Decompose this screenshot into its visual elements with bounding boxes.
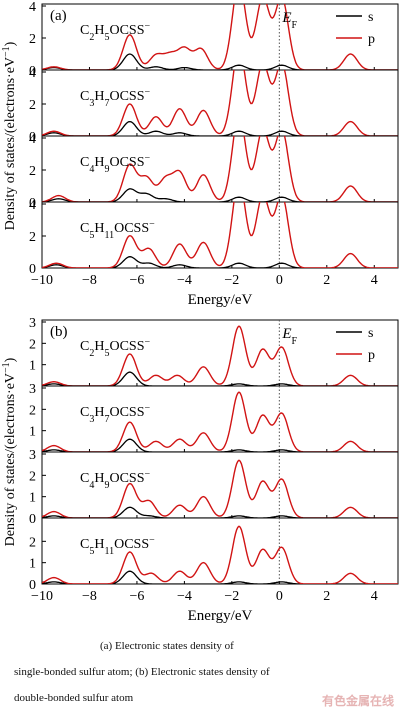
panel-a-ytick-label: 2 [29, 98, 36, 113]
panel-a-xlabel: Energy/eV [188, 292, 253, 308]
panel-a-ytick-label: 0 [29, 196, 36, 211]
panel-b-p-series-line [42, 325, 398, 386]
caption-line-3: double-bonded sulfur atom [14, 692, 134, 704]
panel-a-xtick-label: 0 [276, 273, 283, 288]
panel-a-subplot-label: C4H9OCSS− [80, 153, 151, 175]
panel-b-legend-p-label: p [368, 348, 375, 363]
panel-b-ytick-label: 3 [29, 448, 36, 463]
panel-b-p-series-line [42, 391, 398, 452]
panel-a-xtick-label: −8 [82, 273, 97, 288]
panel-a-ytick-label: 4 [29, 198, 36, 213]
panel-a-xtick-label: −6 [129, 273, 144, 288]
panel-b-fermi-label: EF [281, 326, 297, 347]
panel-a-ytick-label: 4 [29, 132, 36, 147]
panel-b-xtick-label: −4 [177, 589, 192, 604]
panel-a-fermi-label: EF [281, 10, 297, 31]
panel-a-p-series-line [42, 4, 398, 70]
panel-b-ytick-label: 2 [29, 535, 36, 550]
panel-a-p-series-line [42, 136, 398, 202]
panel-a-xtick-label: −4 [177, 273, 192, 288]
panel-b-ytick-label: 1 [29, 557, 36, 572]
panel-b-xtick-label: 0 [276, 589, 283, 604]
panel-a-ytick-label: 2 [29, 230, 36, 245]
watermark-logo: 有色金属在线 [321, 694, 394, 708]
panel-b-xtick-label: −6 [129, 589, 144, 604]
panel-b-p-series-line [42, 459, 398, 518]
panel-a-legend-p-label: p [368, 32, 375, 47]
panel-b-ytick-label: 3 [29, 316, 36, 331]
panel-a-xtick-label: −2 [224, 273, 239, 288]
panel-a-subplot-label: C5H11OCSS− [80, 219, 155, 241]
panel-b-ytick-label: 0 [29, 512, 36, 527]
panel-a-ytick-label: 0 [29, 130, 36, 145]
panel-a-subplot-label: C3H7OCSS− [80, 87, 151, 109]
panel-a-xtick-label: 2 [323, 273, 330, 288]
panel-a-ytick-label: 0 [29, 64, 36, 79]
panel-a-label: (a) [50, 8, 67, 24]
panel-a-ytick-label: 4 [29, 0, 36, 15]
panel-b-ylabel: Density of states/(electrons·eV−1) [1, 357, 19, 546]
panel-b-ytick-label: 2 [29, 469, 36, 484]
panel-a-legend-s-label: s [368, 10, 373, 25]
panel-b-xtick-label: −10 [31, 589, 53, 604]
panel-a-ylabel: Density of states/(electrons·eV−1) [1, 41, 19, 230]
panel-a-p-series-line [42, 202, 398, 268]
panel-a-ytick-label: 2 [29, 32, 36, 47]
panel-a-ytick-label: 0 [29, 262, 36, 277]
panel-a-ytick-label: 2 [29, 164, 36, 179]
panel-a-s-series-line [42, 256, 398, 268]
panel-b-ytick-label: 1 [29, 425, 36, 440]
panel-b-ytick-label: 0 [29, 578, 36, 593]
panel-b-legend-s-label: s [368, 326, 373, 341]
panel-b-xtick-label: −2 [224, 589, 239, 604]
panel-b-ytick-label: 3 [29, 382, 36, 397]
panel-b-ytick-label: 1 [29, 359, 36, 374]
panel-a-subplot-label: C2H5OCSS− [80, 21, 151, 43]
caption-line-2: single-bonded sulfur atom; (b) Electroni… [14, 666, 270, 678]
panel-b-label: (b) [50, 324, 68, 340]
panel-b-xtick-label: 2 [323, 589, 330, 604]
panel-a-xtick-label: 4 [371, 273, 378, 288]
panel-a-xtick-label: −10 [31, 273, 53, 288]
dos-figure: 0 2 4 C2H5OCSS− 0 2 4 C3H7OCSS− 0 2 4 C4H9OCSS− 0 2 4 C… [1, 0, 399, 624]
panel-b-ytick-label: 2 [29, 337, 36, 352]
panel-b-subplot-label: C4H9OCSS− [80, 469, 151, 491]
panel-b-xlabel: Energy/eV [188, 608, 253, 624]
panel-b-subplot-label: C3H7OCSS− [80, 403, 151, 425]
panel-b-p-series-line [42, 525, 398, 584]
panel-b-subplot-label: C5H11OCSS− [80, 535, 155, 557]
panel-a-ytick-label: 4 [29, 66, 36, 81]
panel-b-subplot-label: C2H5OCSS− [80, 337, 151, 359]
panel-b-ytick-label: 2 [29, 403, 36, 418]
panel-b-xtick-label: −8 [82, 589, 97, 604]
panel-b-ytick-label: 1 [29, 491, 36, 506]
caption-line-1: (a) Electronic states density of [100, 640, 234, 652]
panel-b-xtick-label: 4 [371, 589, 378, 604]
panel-a-p-series-line [42, 70, 398, 136]
